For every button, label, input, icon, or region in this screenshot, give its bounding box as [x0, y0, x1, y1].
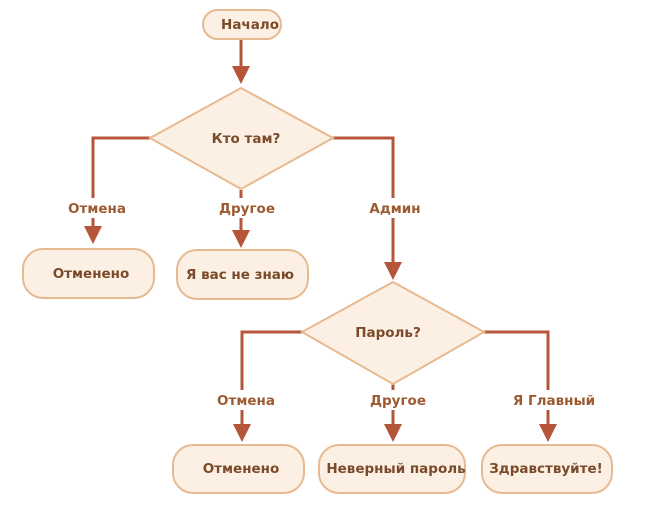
unknown-node-label: Я вас не знаю — [186, 267, 294, 283]
cancelled-node-2-label: Отменено — [203, 461, 280, 477]
unknown-node — [176, 249, 309, 300]
edge-label-who-other: Другое — [219, 201, 275, 217]
password-decision-label: Пароль? — [355, 325, 421, 341]
cancelled-node-1-label: Отменено — [53, 266, 130, 282]
welcome-node — [481, 444, 613, 494]
arrowhead-who-admin — [384, 262, 402, 280]
arrowhead-start-who — [232, 66, 250, 84]
arrowhead-who-other — [232, 230, 250, 248]
password-decision — [299, 280, 487, 386]
welcome-node-label: Здравствуйте! — [489, 461, 603, 477]
edge-pw-cancel — [240, 330, 302, 426]
arrowhead-pw-cancel — [233, 424, 251, 442]
start-node-label: Начало — [221, 17, 279, 33]
edge-label-who-admin: Админ — [369, 201, 420, 217]
wrong-password-node — [318, 444, 466, 494]
who-decision-label: Кто там? — [212, 131, 281, 147]
edge-label-pw-other: Другое — [370, 393, 426, 409]
start-node — [202, 9, 282, 40]
edge-label-who-cancel: Отмена — [68, 201, 126, 217]
cancelled-node-2 — [172, 444, 305, 494]
who-decision — [147, 86, 336, 191]
arrowhead-pw-other — [384, 424, 402, 442]
edge-pw-main — [484, 330, 550, 426]
arrowhead-pw-main — [539, 424, 557, 442]
edge-label-pw-cancel: Отмена — [217, 393, 275, 409]
arrowhead-who-cancel — [84, 226, 102, 244]
edge-label-pw-main: Я Главный — [513, 393, 595, 409]
cancelled-node-1 — [22, 248, 155, 299]
wrong-password-node-label: Неверный пароль — [326, 461, 465, 477]
edge-who-admin — [333, 136, 395, 264]
